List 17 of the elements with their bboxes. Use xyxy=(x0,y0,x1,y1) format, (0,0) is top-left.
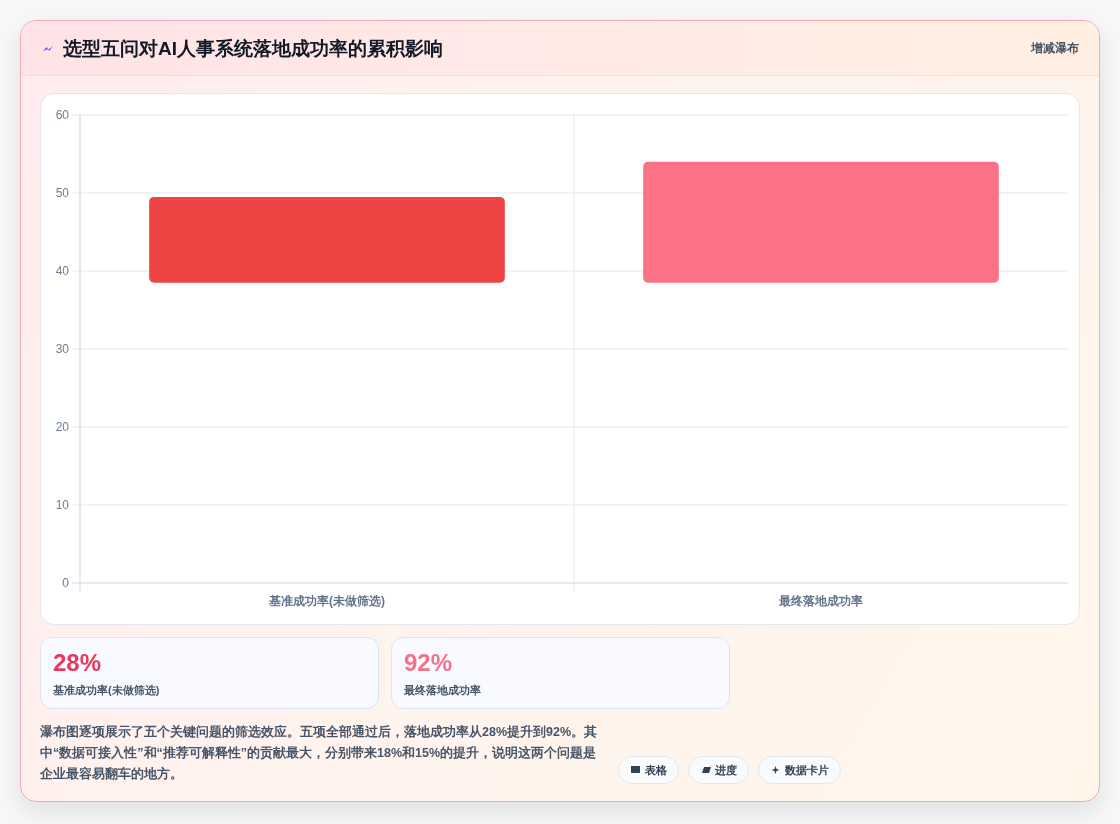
text: 表格 xyxy=(645,762,667,778)
y-tick-label: 40 xyxy=(55,264,70,278)
y-tick-label: 60 xyxy=(55,108,70,122)
text: 进度 xyxy=(715,762,737,778)
text: 最终落地成功率 xyxy=(404,683,481,698)
y-tick-label: 0 xyxy=(62,576,70,590)
y-tick-label: 10 xyxy=(55,498,70,512)
y-tick-label: 50 xyxy=(55,186,70,200)
text: 基准成功率(未做筛选) xyxy=(53,683,160,698)
text: 28% xyxy=(53,648,102,678)
text: 瀑布图逐项展示了五个关键问题的筛选效应。五项全部通过后，落地成功率从28%提升到92%。其中“数据可接入性”和“推荐可解释性”的贡献最大，分别带来18%和15%的提升，说明这两个问题是企业最容易翻车的地方。 xyxy=(40,723,599,783)
text: 92% xyxy=(404,648,453,678)
y-tick-label: 20 xyxy=(55,420,70,434)
text: 数据卡片 xyxy=(785,762,829,778)
y-tick-label: 30 xyxy=(55,342,70,356)
chart-title: 选型五问对AI人事系统落地成功率的累积影响 xyxy=(63,37,443,61)
text: 增减瀑布 xyxy=(1031,40,1079,57)
